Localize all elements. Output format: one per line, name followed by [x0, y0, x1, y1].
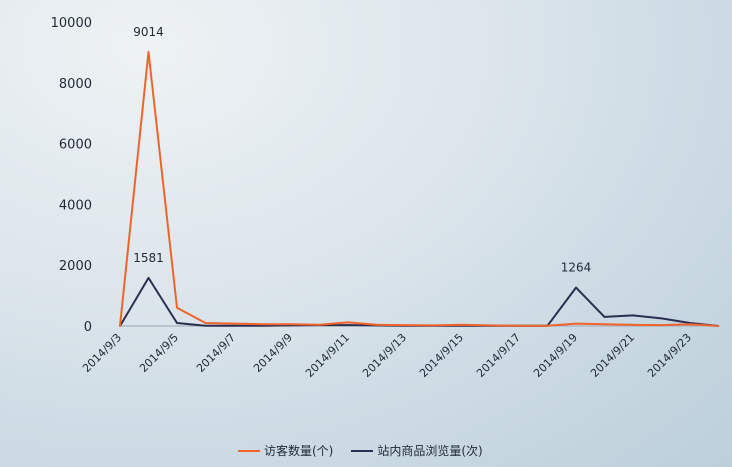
data-label: 1264 [561, 261, 592, 275]
data-point-series-2 [347, 324, 349, 326]
legend-item-series-2: 站内商品浏览量(次) [351, 442, 483, 459]
data-point-series-1 [375, 323, 378, 326]
data-point-series-1 [347, 321, 349, 324]
data-point-series-1 [119, 325, 121, 327]
data-point-series-1 [717, 325, 720, 327]
data-label: 9014 [133, 25, 164, 39]
series-line-1 [119, 51, 719, 327]
data-label: 1581 [133, 251, 164, 265]
legend: 访客数量(个) 站内商品浏览量(次) [238, 442, 483, 459]
x-tick-label: 2014/9/5 [137, 331, 181, 375]
data-point-series-1 [176, 306, 178, 309]
legend-label-series-1: 访客数量(个) [264, 444, 334, 458]
data-point-series-2 [575, 286, 577, 289]
data-point-series-1 [660, 324, 663, 326]
x-tick-label: 2014/9/3 [80, 331, 124, 375]
data-point-series-1 [461, 323, 463, 326]
data-point-series-2 [147, 277, 150, 279]
data-point-series-1 [404, 324, 406, 326]
y-tick-label: 0 [84, 320, 92, 335]
data-point-series-1 [233, 322, 235, 325]
y-tick-label: 2000 [59, 259, 92, 274]
x-tick-label: 2014/9/9 [251, 331, 295, 375]
data-point-series-2 [660, 317, 663, 320]
y-tick-label: 4000 [59, 198, 92, 213]
series-line-2 [119, 276, 719, 327]
data-point-series-2 [632, 314, 634, 317]
legend-swatch-series-1 [238, 449, 260, 452]
x-tick-label: 2014/9/7 [194, 331, 238, 375]
data-point-series-2 [233, 324, 235, 327]
y-tick-label: 10000 [51, 16, 92, 31]
data-point-series-1 [632, 323, 634, 326]
x-tick-label: 2014/9/19 [531, 331, 580, 380]
data-point-series-2 [261, 324, 264, 327]
data-point-series-1 [318, 323, 321, 326]
legend-item-series-1: 访客数量(个) [238, 442, 333, 459]
data-point-series-1 [546, 324, 549, 327]
data-point-series-2 [204, 324, 207, 327]
legend-label-series-2: 站内商品浏览量(次) [377, 444, 483, 458]
data-point-series-1 [147, 51, 150, 53]
data-point-series-1 [290, 323, 292, 325]
x-tick-label: 2014/9/21 [588, 331, 637, 380]
data-point-series-1 [603, 323, 606, 325]
data-point-series-2 [603, 316, 606, 318]
x-tick-label: 2014/9/11 [303, 331, 352, 380]
x-tick-label: 2014/9/13 [360, 331, 409, 380]
x-tick-label: 2014/9/15 [417, 331, 466, 380]
x-tick-label: 2014/9/23 [645, 331, 694, 380]
data-point-series-1 [204, 322, 207, 324]
data-point-series-1 [575, 322, 577, 325]
data-point-series-1 [489, 324, 492, 327]
y-tick-label: 8000 [59, 77, 92, 92]
data-point-series-1 [689, 323, 691, 325]
legend-swatch-series-2 [351, 449, 374, 452]
data-point-series-1 [261, 323, 264, 325]
data-point-series-2 [176, 322, 178, 324]
data-point-series-1 [432, 324, 435, 327]
x-tick-label: 2014/9/17 [474, 331, 523, 380]
data-point-series-1 [518, 324, 520, 327]
y-tick-label: 6000 [59, 138, 92, 153]
